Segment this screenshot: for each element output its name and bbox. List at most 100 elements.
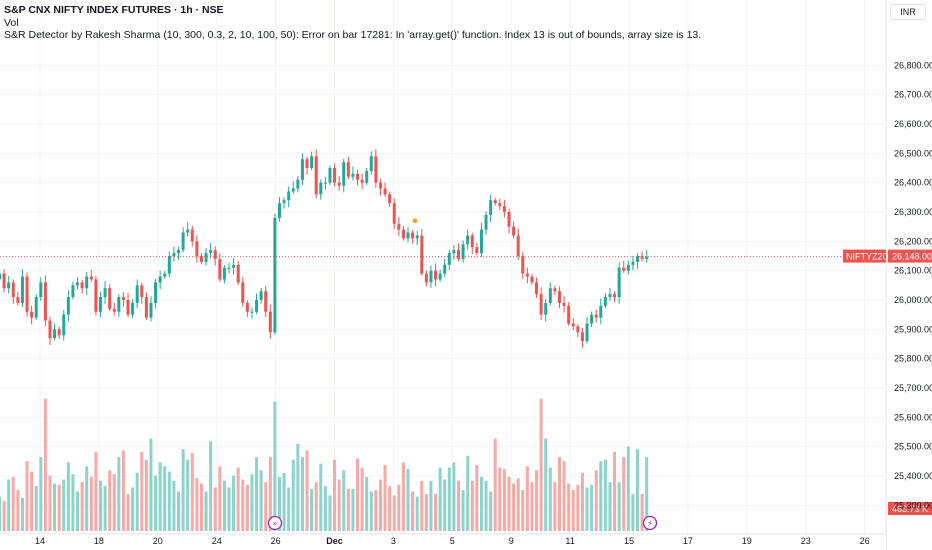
candle [121, 297, 125, 300]
candle [645, 256, 649, 259]
volume-study-label[interactable]: Vol [4, 16, 19, 29]
candle [98, 297, 102, 312]
candle [108, 288, 112, 309]
candle [30, 311, 34, 318]
time-tick-label: 24 [212, 536, 222, 546]
candle [525, 273, 529, 277]
split-event-icon[interactable]: » [267, 515, 283, 531]
earnings-event-circle[interactable] [642, 515, 658, 531]
volume-bar [599, 461, 603, 531]
candle [374, 156, 378, 183]
candle [580, 332, 584, 342]
candle [177, 250, 181, 254]
volume-bar [89, 476, 93, 531]
candle [544, 302, 548, 315]
volume-bar [296, 443, 300, 531]
volume-bar [48, 475, 52, 531]
time-tick-label: 20 [153, 536, 163, 546]
price-axis[interactable] [886, 0, 932, 550]
volume-bar [567, 483, 571, 531]
candle [420, 235, 424, 274]
currency-button[interactable]: INR [890, 4, 926, 20]
dividend-marker [412, 218, 418, 224]
indicator-error-label[interactable]: S&R Detector by Rakesh Sharma (10, 300, … [4, 29, 702, 41]
volume-bar [342, 470, 346, 531]
candle [319, 182, 323, 195]
volume-bar [0, 496, 1, 531]
candle [530, 276, 534, 283]
volume-bar [613, 451, 617, 531]
volume-bar [452, 462, 456, 531]
symbol-title[interactable]: S&P CNX NIFTY INDEX FUTURES · 1h · NSE [4, 4, 224, 16]
volume-tag-box [888, 502, 932, 515]
volume-bar [502, 468, 506, 531]
volume-bar [636, 449, 640, 531]
candle [255, 300, 259, 312]
candle [415, 235, 419, 239]
price-tick-label: 26,700.00 [894, 90, 932, 100]
volume-bar [112, 474, 116, 531]
price-tick-label: 26,300.00 [894, 207, 932, 217]
candle [333, 168, 337, 183]
candle [222, 267, 226, 280]
candle [328, 168, 332, 183]
candle [117, 297, 121, 312]
candle [365, 170, 369, 183]
candle [186, 229, 190, 233]
candle [53, 329, 57, 339]
candle [305, 159, 309, 168]
candle [346, 162, 350, 177]
volume-bar [117, 457, 121, 531]
candle [273, 217, 277, 333]
volume-bar [186, 459, 190, 531]
volume-bar [356, 458, 360, 531]
candle [424, 273, 428, 283]
volume-bar [420, 480, 424, 531]
time-tick-label: 3 [391, 536, 396, 546]
candle [245, 302, 249, 312]
candle [204, 253, 208, 262]
volume-bar [434, 494, 438, 531]
volume-bar [259, 470, 263, 531]
split-event-circle[interactable] [267, 515, 283, 531]
candle [43, 282, 47, 321]
volume-bar [199, 483, 203, 531]
candle [16, 297, 20, 303]
volume-bar [291, 459, 295, 531]
candle [2, 273, 6, 289]
time-tick-label: 9 [509, 536, 514, 546]
earnings-event-icon[interactable]: ⚡ [642, 515, 658, 531]
candle [516, 235, 520, 256]
candle [158, 276, 162, 283]
candle [356, 173, 360, 180]
symbol-tag-box [843, 249, 886, 263]
candlesticks [0, 149, 649, 348]
candle [512, 226, 516, 236]
candle [475, 247, 479, 254]
volume-bar [590, 484, 594, 531]
candle [548, 288, 552, 303]
volume-tag: 463.73 K [888, 502, 932, 515]
candle [434, 270, 438, 280]
candle [392, 203, 396, 224]
candle [502, 206, 506, 212]
candle [567, 305, 571, 324]
candle [149, 302, 153, 318]
volume-bar [475, 465, 479, 531]
price-tick-label: 25,400.00 [894, 471, 932, 481]
candle [590, 314, 594, 324]
volume-bar [255, 457, 259, 531]
volume-bar [571, 490, 575, 531]
volume-bar [323, 486, 327, 531]
volume-bar [310, 488, 314, 531]
volume-bar [172, 480, 176, 531]
candle [369, 156, 373, 171]
candle [57, 329, 61, 336]
candle [489, 200, 493, 215]
volume-bar [640, 494, 644, 531]
candle [287, 191, 291, 201]
candle [603, 297, 607, 306]
time-axis[interactable] [0, 534, 886, 550]
volume-bar [218, 466, 222, 531]
